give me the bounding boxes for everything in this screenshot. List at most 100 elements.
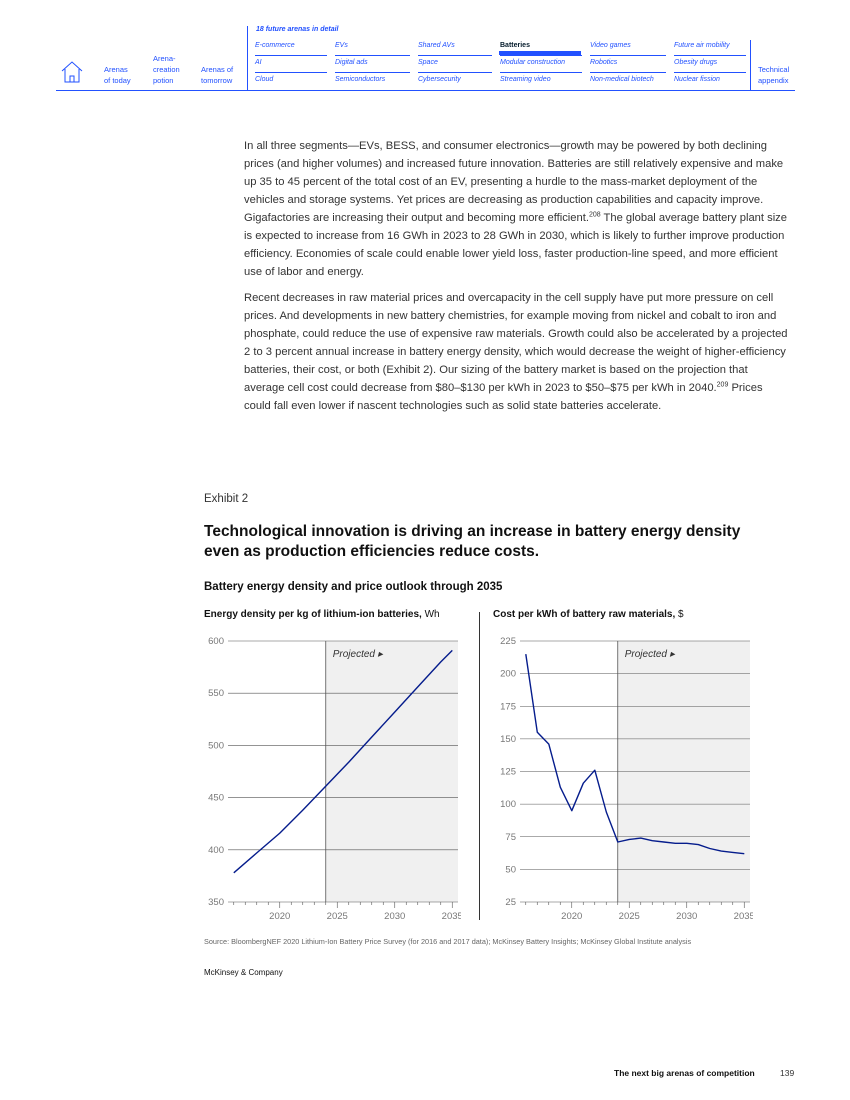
y-tick-label: 125 [500, 767, 516, 778]
y-tick-label: 450 [208, 793, 224, 804]
footnote-ref[interactable]: 209 [716, 381, 729, 389]
nav-arena-creation-potion[interactable]: Arena- creation potion [153, 53, 180, 86]
x-tick-label: 2030 [676, 911, 697, 922]
panel-divider [479, 612, 480, 920]
nav-technical-appendix[interactable]: Technical appendix [758, 64, 789, 86]
arena-link-future-air-mobility[interactable]: Future air mobility [674, 42, 730, 49]
arena-link-robotics[interactable]: Robotics [590, 59, 618, 66]
x-tick-label: 2025 [327, 911, 348, 922]
nav-label: Arenas of [201, 65, 234, 74]
y-tick-label: 550 [208, 688, 224, 699]
source-note: Source: BloombergNEF 2020 Lithium-Ion Ba… [204, 937, 692, 946]
arena-link-space[interactable]: Space [418, 59, 438, 66]
arena-underline [590, 72, 666, 73]
arena-underline [500, 72, 582, 73]
x-tick-label: 2020 [561, 911, 582, 922]
chart-right-title: Cost per kWh of battery raw materials, $ [493, 609, 684, 620]
arena-underline [418, 72, 492, 73]
chart-title: Energy density per kg of lithium-ion bat… [204, 609, 422, 620]
paragraph-text: Recent decreases in raw material prices … [244, 292, 788, 394]
footer-title: The next big arenas of competition [614, 1068, 755, 1078]
arena-underline [674, 72, 746, 73]
arena-link-modular-construction[interactable]: Modular construction [500, 59, 565, 66]
nav-label: appendix [758, 76, 789, 85]
y-tick-label: 200 [500, 669, 516, 680]
series-line [233, 649, 453, 874]
arena-underline [255, 72, 327, 73]
projected-annotation: Projected ▸ [333, 649, 384, 660]
arena-link-nuclear-fission[interactable]: Nuclear fission [674, 76, 720, 83]
arena-link-semiconductors[interactable]: Semiconductors [335, 76, 386, 83]
nav-label: Technical [758, 65, 790, 74]
x-tick-label: 2020 [269, 911, 290, 922]
nav-label: tomorrow [201, 76, 233, 85]
arena-underline [418, 55, 492, 56]
x-tick-label: 2025 [619, 911, 640, 922]
arena-underline [590, 55, 666, 56]
energy-density-chart: 350 400 450 500 550 600 2020 2025 2030 2035 Projec… [208, 636, 461, 922]
arena-link-non-medical-biotech[interactable]: Non-medical biotech [590, 76, 654, 83]
x-tick-label: 2030 [384, 911, 405, 922]
arena-underline [335, 72, 410, 73]
nav-label: Arena- [153, 54, 176, 63]
y-tick-label: 350 [208, 897, 224, 908]
brand-name: McKinsey & Company [204, 968, 283, 977]
exhibit-label: Exhibit 2 [204, 493, 249, 505]
body-text: In all three segments—EVs, BESS, and con… [244, 137, 789, 423]
x-tick-label: 2035 [734, 911, 753, 922]
exhibit-title: Technological innovation is driving an i… [204, 523, 741, 560]
page-number: 139 [780, 1068, 795, 1078]
y-tick-label: 600 [208, 636, 224, 647]
nav-rule [56, 90, 795, 91]
y-tick-label: 175 [500, 701, 516, 712]
arena-link-ai[interactable]: AI [255, 59, 262, 66]
arena-link-obesity-drugs[interactable]: Obesity drugs [674, 59, 718, 66]
paragraph-text: Prices could fall even lower if nascent … [244, 382, 763, 412]
arena-underline [255, 55, 327, 56]
cost-per-kwh-chart: 25 50 75 100 125 150 175 200 225 2020 2025 2030 2035… [500, 636, 753, 922]
nav-label: potion [153, 76, 174, 85]
exhibit-subtitle: Battery energy density and price outlook… [204, 581, 503, 593]
paragraph-2: Recent decreases in raw material prices … [244, 289, 789, 415]
footnote-ref[interactable]: 208 [588, 211, 601, 219]
arena-link-streaming-video[interactable]: Streaming video [500, 76, 551, 83]
arena-link-cybersecurity[interactable]: Cybersecurity [418, 76, 461, 83]
arena-underline [335, 55, 410, 56]
nav-arenas-of-tomorrow[interactable]: Arenas of tomorrow [201, 64, 233, 86]
y-tick-label: 75 [505, 832, 516, 843]
arena-link-video-games[interactable]: Video games [590, 42, 631, 49]
arena-underline [674, 55, 746, 56]
series-line [525, 653, 745, 855]
y-tick-label: 500 [208, 740, 224, 751]
projected-region [325, 641, 458, 902]
active-arena-indicator [499, 51, 581, 55]
projected-annotation: Projected ▸ [625, 649, 676, 660]
paragraph-text: In all three segments—EVs, BESS, and con… [244, 140, 784, 224]
paragraph-1: In all three segments—EVs, BESS, and con… [244, 137, 789, 281]
nav-label: creation [153, 65, 180, 74]
y-tick-label: 25 [505, 897, 516, 908]
paragraph-text: The global average battery plant size is… [244, 212, 787, 278]
y-tick-label: 100 [500, 799, 516, 810]
x-tick-label: 2035 [442, 911, 461, 922]
chart-left-title: Energy density per kg of lithium-ion bat… [204, 609, 440, 620]
arena-underline [500, 55, 582, 56]
nav-label: of today [104, 76, 131, 85]
nav-label: Arenas [104, 65, 128, 74]
y-tick-label: 50 [505, 864, 516, 875]
arena-link-e-commerce[interactable]: E-commerce [255, 42, 295, 49]
house-icon [61, 61, 83, 83]
arena-link-cloud[interactable]: Cloud [255, 76, 274, 83]
arena-link-digital-ads[interactable]: Digital ads [335, 59, 368, 66]
y-tick-label: 225 [500, 636, 516, 647]
arena-link-shared-avs[interactable]: Shared AVs [418, 42, 455, 49]
chart-unit: $ [675, 609, 684, 620]
arena-link-batteries[interactable]: Batteries [500, 42, 530, 49]
home-button[interactable] [60, 60, 84, 84]
section-header: 18 future arenas in detail [256, 26, 339, 33]
nav-arenas-of-today[interactable]: Arenas of today [104, 64, 131, 86]
arena-link-evs[interactable]: EVs [335, 42, 348, 49]
chart-unit: Wh [421, 609, 440, 620]
y-tick-label: 400 [208, 845, 224, 856]
nav-divider-left [247, 26, 248, 90]
